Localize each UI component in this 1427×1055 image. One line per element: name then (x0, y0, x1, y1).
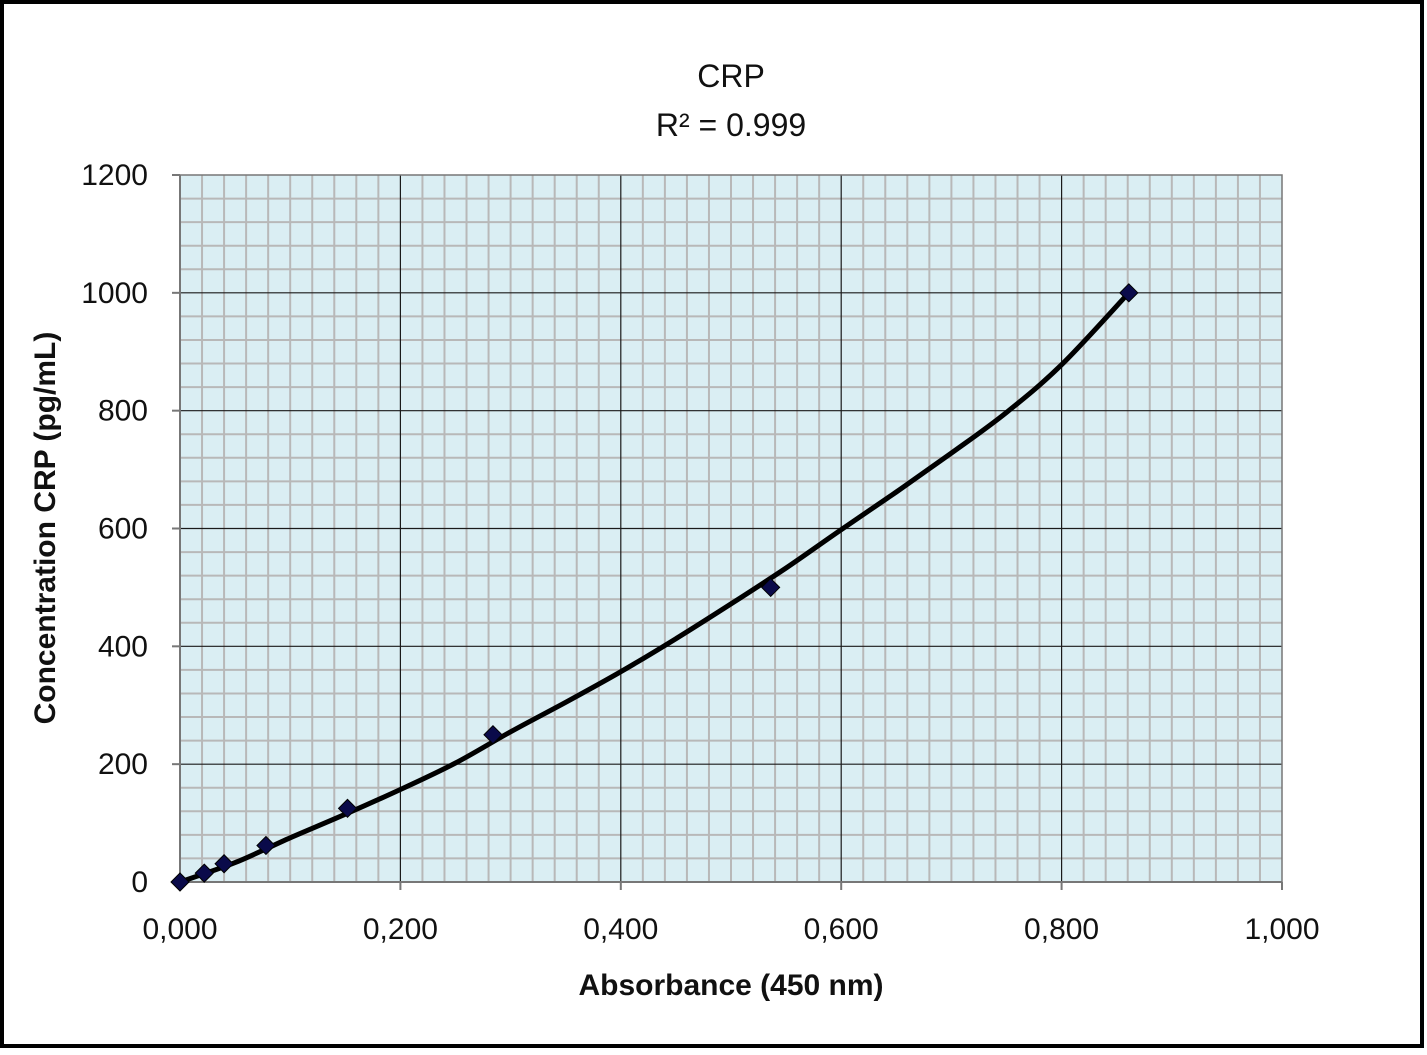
y-tick-label: 800 (98, 395, 148, 428)
data-point-marker (337, 798, 358, 819)
data-point-marker (760, 577, 781, 598)
data-point-marker (194, 863, 214, 883)
x-tick-label: 0,800 (1024, 913, 1099, 946)
chart-subtitle: R² = 0.999 (656, 107, 806, 143)
x-tick-label: 0,600 (804, 913, 879, 946)
y-tick-label: 0 (131, 866, 148, 899)
x-tick-label: 0,000 (142, 913, 217, 946)
y-axis-label: Concentration CRP (pg/mL) (29, 332, 62, 725)
x-axis-tick-labels: 0,000 0,200 0,400 0,600 0,800 1,000 (142, 913, 1319, 946)
y-tick-label: 1200 (81, 159, 148, 192)
y-axis-tick-labels: 0 200 400 600 800 1000 1200 (81, 159, 148, 899)
x-tick-label: 0,400 (583, 913, 658, 946)
data-points (170, 283, 1139, 892)
chart-title: CRP (697, 58, 765, 94)
y-tick-label: 1000 (81, 277, 148, 310)
x-tick-label: 1,000 (1244, 913, 1319, 946)
data-point-marker (170, 872, 190, 892)
major-gridlines (180, 175, 1282, 882)
y-tick-label: 400 (98, 630, 148, 663)
y-tick-label: 200 (98, 748, 148, 781)
data-point-marker (256, 835, 276, 856)
data-point-marker (483, 725, 503, 745)
data-point-marker (1119, 283, 1139, 303)
x-axis-label: Absorbance (450 nm) (578, 969, 883, 1002)
y-tick-label: 600 (98, 513, 148, 546)
data-point-marker (214, 854, 234, 874)
x-tick-label: 0,200 (363, 913, 438, 946)
